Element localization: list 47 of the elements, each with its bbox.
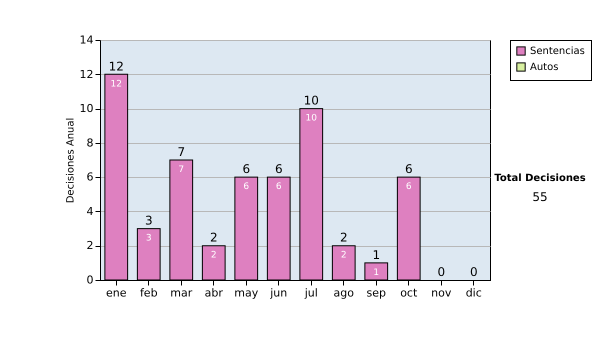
x-tick-label: ago <box>334 286 354 300</box>
y-tick-label: 10 <box>80 102 94 116</box>
x-tick-label: jul <box>304 286 318 300</box>
total-label: 2 <box>210 230 218 245</box>
y-tick-label: 14 <box>80 34 94 46</box>
y-tick-label: 2 <box>86 239 94 252</box>
total-label: 1 <box>372 248 380 262</box>
x-tick-label: ene <box>106 286 127 300</box>
data-label: 2 <box>340 250 347 261</box>
x-tick-label: jun <box>269 286 288 300</box>
y-tick-label: 8 <box>86 136 94 150</box>
total-label: 6 <box>274 162 283 176</box>
data-label: 1 <box>373 268 380 278</box>
x-tick-label: sep <box>366 286 386 300</box>
legend-label: Sentencias <box>530 46 585 57</box>
x-tick-label: feb <box>140 286 158 300</box>
total-label: 3 <box>144 214 153 228</box>
y-tick-label: 12 <box>80 68 94 81</box>
total-label: 0 <box>437 265 446 279</box>
total-label: 10 <box>304 94 319 108</box>
total-label: 12 <box>108 59 124 74</box>
x-tick-label: may <box>234 286 259 300</box>
y-axis-title: Decisiones Anual <box>66 118 77 204</box>
text: 55 <box>532 190 548 204</box>
legend-label: Autos <box>530 62 558 73</box>
total-label: 0 <box>470 265 478 279</box>
data-label: 6 <box>243 182 250 192</box>
total-label: 7 <box>177 145 186 159</box>
data-label: 12 <box>110 79 122 90</box>
data-label: 6 <box>276 182 282 192</box>
x-tick-label: mar <box>170 286 193 300</box>
y-tick-label: 4 <box>86 204 94 218</box>
data-label: 10 <box>306 114 318 124</box>
data-label: 2 <box>210 250 217 261</box>
total-label: 2 <box>340 230 348 245</box>
y-tick-label: 0 <box>86 274 94 286</box>
text: Total Decisiones <box>494 173 586 184</box>
total-label: 6 <box>242 162 250 176</box>
x-tick-label: abr <box>204 286 224 300</box>
total-label: 6 <box>404 162 413 176</box>
x-tick-label: oct <box>400 286 418 300</box>
y-tick-label: 6 <box>86 170 94 184</box>
data-label: 7 <box>178 165 184 175</box>
x-tick-label: dic <box>466 286 482 300</box>
x-tick-label: nov <box>431 286 452 300</box>
data-label: 3 <box>146 234 152 244</box>
data-label: 6 <box>406 182 412 192</box>
